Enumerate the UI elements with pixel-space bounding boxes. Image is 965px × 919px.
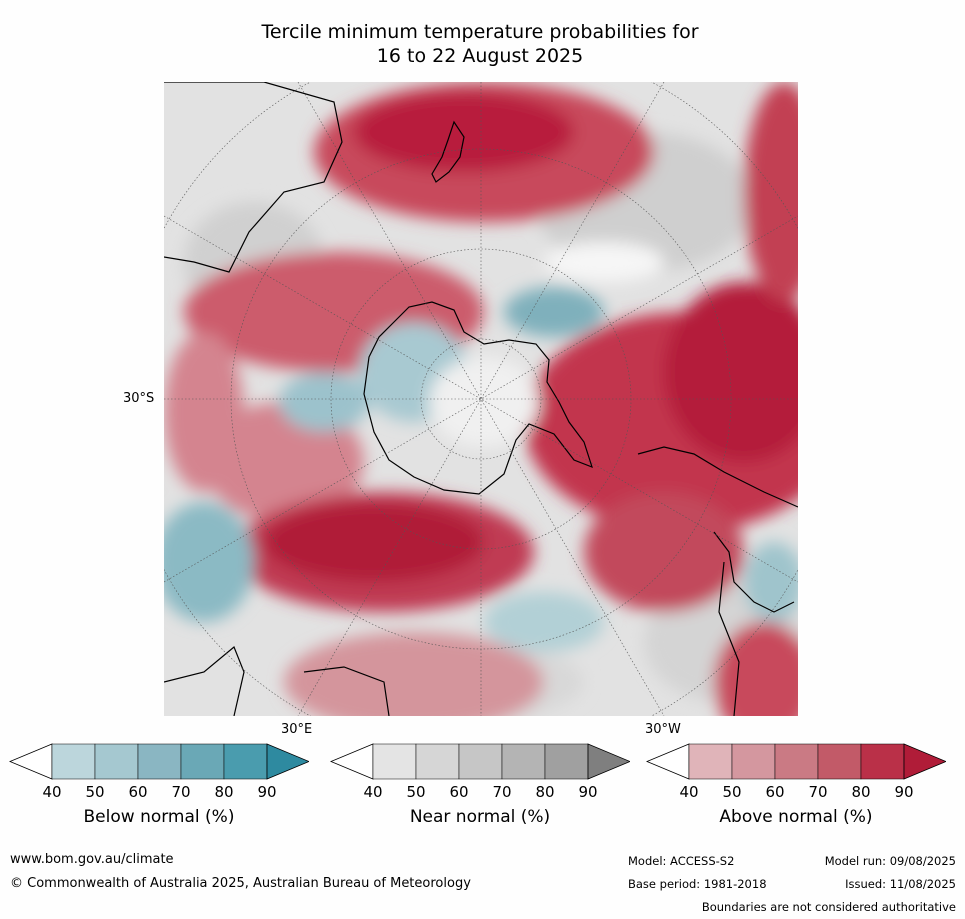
south-america-coastline [637, 446, 798, 716]
colorbar-below-normal: 40 50 60 70 80 90 Below normal (%) [9, 743, 309, 827]
colorbar-extend-low [9, 743, 53, 780]
website-text: www.bom.gov.au/climate [10, 852, 174, 867]
colorbar-swatch [223, 743, 268, 780]
colorbar-tick-label: 60 [128, 783, 148, 801]
colorbar-swatch [372, 743, 417, 780]
colorbar-below-ticks: 40 50 60 70 80 90 [9, 783, 309, 803]
colorbar-extend-high [587, 743, 630, 780]
colorbar-tick-label: 50 [406, 783, 426, 801]
colorbar-tick-label: 90 [894, 783, 914, 801]
colorbar-near-normal: 40 50 60 70 80 90 Near normal (%) [330, 743, 630, 827]
map-title: Tercile minimum temperature probabilitie… [160, 20, 800, 68]
colorbar-tick-label: 80 [535, 783, 555, 801]
colorbar-near-ticks: 40 50 60 70 80 90 [330, 783, 630, 803]
map-title-line2: 16 to 22 August 2025 [376, 45, 584, 67]
africa-coastline [164, 646, 390, 716]
colorbar-swatch [180, 743, 225, 780]
model-text: Model: ACCESS-S2 [628, 854, 735, 868]
colorbar-near-label: Near normal (%) [409, 807, 551, 827]
colorbar-tick-label: 70 [492, 783, 512, 801]
colorbar-tick-label: 70 [171, 783, 191, 801]
colorbar-below-label: Below normal (%) [83, 807, 235, 827]
colorbar-tick-label: 80 [851, 783, 871, 801]
disclaimer-text: Boundaries are not considered authoritat… [701, 900, 956, 914]
base-period-text: Base period: 1981-2018 [628, 877, 767, 891]
colorbar-swatch [544, 743, 589, 780]
probability-map [164, 82, 798, 716]
issued-text: Issued: 11/08/2025 [845, 877, 956, 891]
longitude-label-west: 30°W [645, 722, 681, 737]
colorbar-above-swatches [646, 743, 946, 780]
colorbar-tick-label: 40 [42, 783, 62, 801]
graticule [164, 82, 798, 716]
australia-coastline [164, 82, 343, 273]
colorbar-tick-label: 90 [257, 783, 277, 801]
colorbar-below-swatches [9, 743, 309, 780]
colorbar-tick-label: 90 [578, 783, 598, 801]
colorbar-swatch [137, 743, 182, 780]
colorbar-extend-low [646, 743, 690, 780]
colorbar-swatch [94, 743, 139, 780]
map-title-line1: Tercile minimum temperature probabilitie… [261, 21, 699, 43]
colorbar-extend-high [903, 743, 946, 780]
colorbar-above-ticks: 40 50 60 70 80 90 [646, 783, 946, 803]
colorbar-tick-label: 80 [214, 783, 234, 801]
colorbar-swatch [501, 743, 546, 780]
colorbar-swatch [688, 743, 733, 780]
colorbar-swatch [458, 743, 503, 780]
colorbar-tick-label: 50 [722, 783, 742, 801]
colorbar-tick-label: 50 [85, 783, 105, 801]
colorbar-above-normal: 40 50 60 70 80 90 Above normal (%) [646, 743, 946, 827]
colorbar-near-swatches [330, 743, 630, 780]
colorbar-swatch [51, 743, 96, 780]
probability-field [164, 82, 798, 716]
copyright-text: © Commonwealth of Australia 2025, Austra… [10, 876, 471, 891]
colorbar-tick-label: 40 [363, 783, 383, 801]
antarctica-coastline [363, 301, 593, 495]
model-run-text: Model run: 09/08/2025 [824, 854, 956, 868]
colorbar-tick-label: 60 [765, 783, 785, 801]
colorbar-swatch [415, 743, 460, 780]
new-zealand-coastline [431, 120, 465, 183]
colorbar-swatch [774, 743, 819, 780]
colorbar-extend-low [330, 743, 374, 780]
map-canvas [164, 82, 798, 716]
colorbar-swatch [817, 743, 862, 780]
colorbar-swatch [860, 743, 905, 780]
longitude-label-east: 30°E [281, 722, 313, 737]
colorbar-extend-high [266, 743, 309, 780]
colorbar-swatch [731, 743, 776, 780]
latitude-label: 30°S [123, 391, 155, 406]
colorbar-above-label: Above normal (%) [719, 807, 873, 827]
colorbar-tick-label: 60 [449, 783, 469, 801]
colorbar-tick-label: 40 [679, 783, 699, 801]
colorbar-tick-label: 70 [808, 783, 828, 801]
